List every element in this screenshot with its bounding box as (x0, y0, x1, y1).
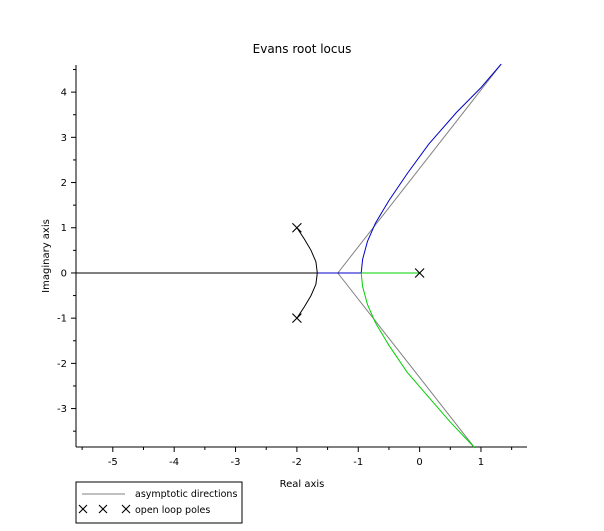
chart-title: Evans root locus (253, 42, 352, 56)
open-loop-pole (414, 268, 425, 278)
locus-branch (360, 272, 476, 449)
x-tick-label: -3 (231, 457, 241, 468)
y-axis-label: Imaginary axis (41, 219, 52, 293)
asymptote-line (337, 63, 502, 274)
y-tick-label: -2 (57, 359, 67, 370)
x-tick-label: -4 (169, 457, 179, 468)
legend-pole-swatch (78, 504, 131, 514)
y-tick-label: 2 (61, 178, 67, 189)
series-layer (76, 63, 502, 449)
x-tick-label: -2 (292, 457, 302, 468)
open-loop-pole (292, 313, 302, 324)
y-tick-label: 4 (61, 88, 67, 99)
x-tick-label: 1 (478, 457, 484, 468)
axes (75, 65, 527, 448)
y-ticks: -3 -2 -1 0 1 2 3 4 (57, 69, 76, 432)
x-tick-label: 0 (416, 457, 422, 468)
legend-poles-label: open loop poles (135, 505, 210, 516)
open-loop-pole (292, 222, 302, 233)
legend-asymptote-label: asymptotic directions (135, 489, 237, 500)
y-tick-label: 0 (61, 268, 67, 279)
y-tick-label: 3 (61, 133, 67, 144)
locus-branch (360, 63, 502, 274)
asymptote-line (337, 272, 476, 449)
x-tick-label: -1 (353, 457, 363, 468)
x-tick-label: -5 (108, 457, 118, 468)
x-ticks: -5 -4 -3 -2 -1 0 1 (81, 447, 513, 468)
legend: asymptotic directions open loop poles (75, 481, 243, 524)
x-axis-label: Real axis (280, 479, 325, 490)
poles-layer (292, 222, 425, 324)
y-tick-label: -3 (57, 404, 67, 415)
y-tick-label: 1 (61, 223, 67, 234)
legend-box (75, 481, 243, 524)
y-tick-label: -1 (57, 314, 67, 325)
